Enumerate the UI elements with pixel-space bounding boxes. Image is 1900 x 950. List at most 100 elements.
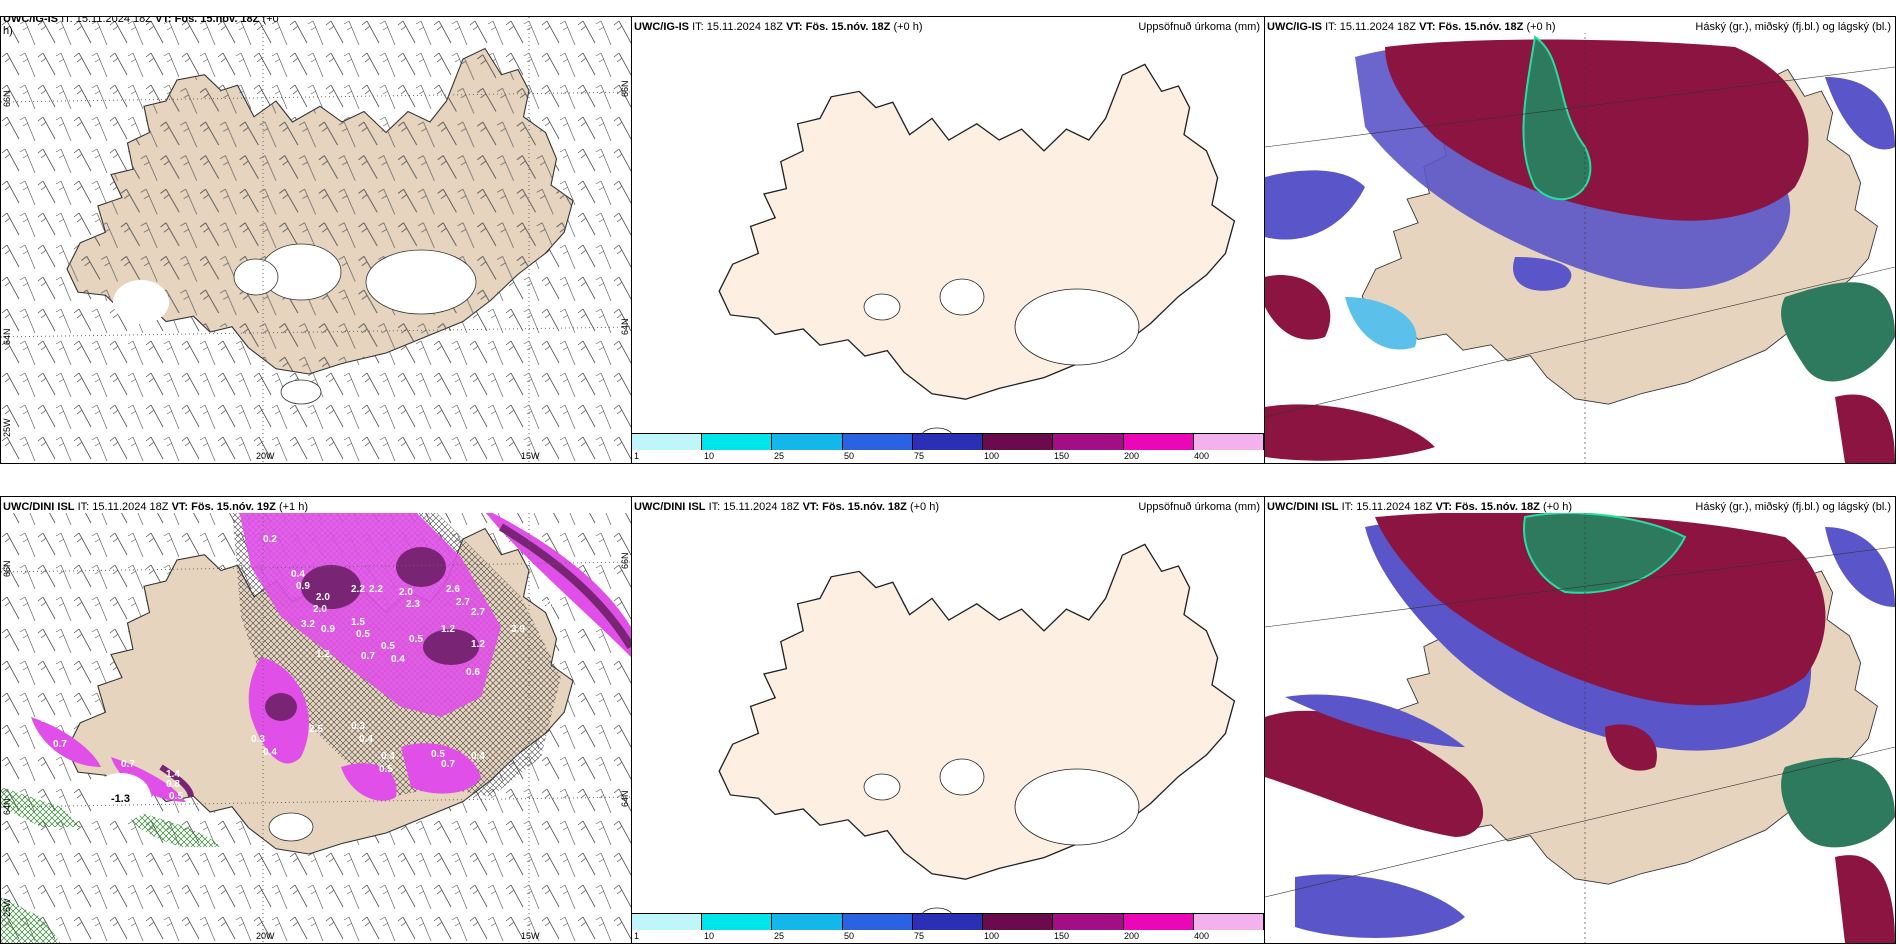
- precip-value-label: 0.5: [169, 791, 183, 802]
- it-label: IT:: [1325, 21, 1337, 33]
- it-label: IT:: [1341, 501, 1354, 513]
- precip-value-label: 0.5: [546, 599, 560, 610]
- precip-value-label: 0.3: [251, 734, 265, 745]
- it-value: 15.11.2024 18Z: [1339, 21, 1416, 33]
- precip-value-label: 3.9: [511, 624, 525, 635]
- precip-value-label: 0.4: [391, 654, 405, 665]
- precip-value-label: 3.2: [301, 619, 315, 630]
- vt-value: Fös. 15.nóv. 18Z: [174, 16, 260, 25]
- precip-value-label: 0.6: [466, 667, 480, 678]
- colorbar-label: 50: [844, 931, 855, 941]
- lead-time: (+0 h): [1542, 501, 1573, 513]
- colorbar-swatch: [702, 434, 773, 450]
- axis-lat-66n: 66N: [2, 90, 12, 107]
- precip-value-label: 0.4: [291, 569, 305, 580]
- colorbar-label: 150: [1054, 931, 1070, 941]
- precip-value-label: 0.4: [359, 734, 373, 745]
- colorbar-label: 10: [704, 451, 715, 461]
- colorbar-label: 200: [1124, 451, 1140, 461]
- precip-value-label: 0.3: [351, 721, 365, 732]
- colorbar-label: 400: [1194, 931, 1210, 941]
- vt-label: VT:: [802, 501, 820, 513]
- axis-lat-66n-right: 66N: [620, 552, 630, 569]
- panel-subtitle: Háský (gr.), miðský (fj.bl.) og lágský (…: [1695, 501, 1891, 513]
- colorbar-swatch: [1123, 434, 1194, 450]
- lead-time-cont: h): [3, 25, 13, 37]
- panel-precip-top: UWC/IG-IS IT: 15.11.2024 18Z VT: Fös. 15…: [631, 16, 1265, 464]
- panel-clouds-bottom: UWC/DINI ISL IT: 15.11.2024 18Z VT: Fös.…: [1264, 496, 1896, 944]
- precip-value-label: 2.0: [399, 587, 413, 598]
- colorbar-label: 400: [1194, 451, 1210, 461]
- cloud-high-region: [1385, 39, 1809, 221]
- precip-value-label: 0.5: [431, 749, 445, 760]
- colorbar-label: 1: [634, 451, 640, 461]
- model-name: UWC/IG-IS: [634, 21, 689, 33]
- colorbar-label: 75: [914, 931, 925, 941]
- precip-value-label: 2.3: [406, 599, 420, 610]
- it-label: IT:: [692, 21, 704, 33]
- it-value: 15.11.2024 18Z: [723, 501, 800, 513]
- model-name: UWC/DINI ISL: [3, 501, 75, 513]
- glacier-vatnajokull: [365, 249, 477, 315]
- axis-lat-64n-right: 64N: [620, 790, 630, 807]
- model-name: UWC/IG-IS: [3, 16, 58, 25]
- precip-value-label: 0.2: [263, 534, 277, 545]
- axis-lat-64n-right: 64N: [620, 318, 630, 335]
- colorbar-swatch: [702, 914, 773, 930]
- colorbar-swatch: [1123, 914, 1194, 930]
- panel-title: UWC/DINI ISL IT: 15.11.2024 18Z VT: Fös.…: [634, 501, 939, 513]
- it-value: 15.11.2024 18Z: [92, 501, 169, 513]
- precip-value-label: 2.7: [471, 607, 485, 618]
- panel-subtitle: Uppsöfnuð úrkoma (mm): [1138, 21, 1260, 33]
- axis-lat-66n-right: 66N: [620, 80, 630, 97]
- colorbar-labels: 1 10 25 50 75 100 150 200 400: [632, 931, 1264, 943]
- colorbar-swatch: [983, 914, 1054, 930]
- wind-map-top: 20W 15W 66N 64N 66N 64N 25W: [1, 17, 631, 463]
- panel-precip-bottom: UWC/DINI ISL IT: 15.11.2024 18Z VT: Fös.…: [631, 496, 1265, 944]
- precip-value-label: 1.5: [351, 617, 365, 628]
- model-name: UWC/DINI ISL: [1267, 501, 1339, 513]
- precip-value-label: 1.5: [41, 714, 55, 725]
- axis-lat-66n: 66N: [2, 560, 12, 577]
- precip-value-label: 0.5: [409, 634, 423, 645]
- colorbar-label: 150: [1054, 451, 1070, 461]
- cloud-map-bottom: [1265, 497, 1895, 943]
- panel-title: UWC/DINI ISL IT: 15.11.2024 18Z VT: Fös.…: [3, 501, 308, 513]
- colorbar-swatch: [912, 434, 984, 450]
- precip-value-label: 0.4: [471, 751, 485, 762]
- it-value: 15.11.2024 18Z: [75, 16, 152, 25]
- lead-time: (+0: [262, 16, 279, 25]
- cloud-mid-region: [1523, 512, 1687, 594]
- panel-title: UWC/IG-IS IT: 15.11.2024 18Z VT: Fös. 15…: [634, 21, 923, 33]
- axis-lon-20w: 20W: [256, 931, 275, 941]
- precip-value-label: 0.5: [379, 764, 393, 775]
- panel-wind-top: 20W 15W 66N 64N 66N 64N 25W UWC/IG-IS IT…: [0, 16, 632, 464]
- cloud-mid-region: [1522, 35, 1592, 201]
- precip-value-label: 2.5: [309, 724, 323, 735]
- precip-value-label: 1.2: [441, 624, 455, 635]
- precip-value-labels: 0.20.40.92.02.2 2.22.0 2.32.0 2.62.72.73.2 0…: [41, 534, 560, 802]
- axis-lon-15w: 15W: [521, 451, 540, 461]
- vt-value: Fös. 15.nóv. 18Z: [1455, 501, 1540, 513]
- colorbar-label: 50: [844, 451, 855, 461]
- colorbar-label: 10: [704, 931, 715, 941]
- colorbar-label: 1: [634, 931, 640, 941]
- colorbar-label: 25: [774, 931, 785, 941]
- model-name: UWC/IG-IS: [1267, 21, 1322, 33]
- axis-lat-64n: 64N: [2, 328, 12, 345]
- model-name: UWC/DINI ISL: [634, 501, 706, 513]
- axis-lon-25w: 25W: [2, 418, 12, 437]
- vt-value: Fös. 15.nóv. 18Z: [805, 21, 891, 33]
- colorbar-swatch: [842, 434, 913, 450]
- colorbar-label: 100: [984, 931, 1000, 941]
- colorbar-label: 75: [914, 451, 925, 461]
- precip-map-top: [718, 63, 1236, 447]
- precip-value-label: 0.4: [381, 751, 395, 762]
- precip-value-label: 2.0: [316, 592, 330, 603]
- colorbar-swatch: [632, 914, 703, 930]
- precip-value-label: 0.9: [296, 581, 310, 592]
- vt-value: Fös. 15.nóv. 18Z: [1438, 21, 1524, 33]
- axis-lon-25w: 25W: [2, 898, 12, 917]
- colorbar-swatch: [772, 914, 843, 930]
- vt-label: VT:: [1435, 501, 1453, 513]
